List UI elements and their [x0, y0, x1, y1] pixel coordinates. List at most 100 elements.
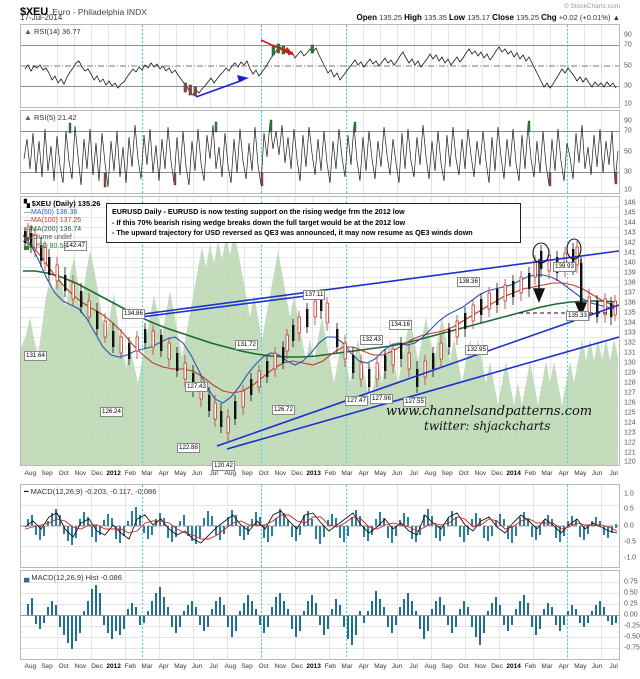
- macd-value: MACD(12,26,9) -0.203, -0.117, -0.086: [30, 487, 157, 496]
- x-axis-month-label: Apr: [558, 663, 569, 670]
- axis-tick: 124: [624, 419, 636, 427]
- price-label: 127.47: [345, 396, 368, 406]
- x-axis-month-label: Apr: [358, 663, 369, 670]
- price-label: 127.96: [370, 394, 393, 404]
- rsi14-plot: [21, 25, 619, 107]
- legend-ma50: —MA(50) 136.36: [24, 208, 78, 216]
- x-axis-top: Aug Sep Oct Nov Dec 2012 Feb Mar Apr May Jun Jul Aug…: [20, 468, 620, 482]
- x-axis-month-label: Nov: [274, 470, 287, 477]
- axis-tick: 121: [624, 449, 636, 457]
- x-axis-month-label: Jul: [209, 663, 218, 670]
- price-panel: ▚ $XEU (Daily) 135.26 —MA(50) 136.36 —MA…: [20, 196, 620, 466]
- rsi5-icon: ▲: [24, 113, 32, 122]
- rsi5-svg: [21, 111, 619, 193]
- x-axis-month-label: Dec: [91, 663, 103, 670]
- x-axis-month-label: Dec: [291, 470, 303, 477]
- price-label: 135.33: [566, 311, 589, 321]
- x-axis-month-label: Dec: [291, 663, 303, 670]
- x-axis-month-label: Feb: [524, 663, 536, 670]
- axis-tick: 145: [624, 209, 636, 217]
- axis-tick: 0.5: [624, 505, 634, 513]
- price-label: 126.72: [272, 405, 295, 415]
- x-axis-month-label: Sep: [441, 470, 453, 477]
- legend-ma200: —MA(200) 136.74: [24, 225, 82, 233]
- price-label: 134.86: [122, 309, 145, 319]
- chart-header: $XEU Euro - Philadelphia INDX 17-Jul-201…: [20, 2, 620, 24]
- price-label: 137.11: [303, 290, 326, 300]
- axis-tick: 120: [624, 458, 636, 466]
- macd-hist-panel: ▄ MACD(12,26,9) Hist -0.086: [20, 570, 620, 660]
- x-axis-month-label: Mar: [341, 470, 353, 477]
- axis-tick: 136: [624, 299, 636, 307]
- x-axis-month-label: Nov: [74, 470, 87, 477]
- axis-tick: 10: [624, 186, 632, 194]
- macd-label: ━ MACD(12,26,9) -0.203, -0.117, -0.086: [24, 487, 156, 496]
- x-axis-month-label: May: [174, 470, 187, 477]
- rsi14-axis: 90 70 50 30 10: [620, 24, 640, 108]
- axis-tick: 70: [624, 41, 632, 49]
- price-label: 126.24: [100, 407, 123, 417]
- macd-svg: [21, 485, 619, 567]
- axis-tick: 0.25: [624, 600, 638, 608]
- x-axis-month-label: Oct: [258, 470, 269, 477]
- macd-axis: 1.0 0.5 0.0 -0.5 -1.0: [620, 484, 640, 568]
- x-axis-month-label: Jun: [191, 663, 203, 670]
- macd-plot: [21, 485, 619, 567]
- rsi5-plot: [21, 111, 619, 193]
- axis-tick: 122: [624, 439, 636, 447]
- x-axis-year-label: 2012: [106, 470, 121, 477]
- x-axis-month-label: Jul: [609, 470, 618, 477]
- axis-tick: 50: [624, 148, 632, 156]
- legend-usd: ▄$USD 80.58: [24, 242, 68, 250]
- x-axis-month-label: May: [374, 470, 387, 477]
- axis-tick: 125: [624, 409, 636, 417]
- price-legend: ▚ $XEU (Daily) 135.26 —MA(50) 136.36 —MA…: [24, 199, 100, 252]
- price-label: 132.95: [465, 345, 488, 355]
- x-axis-month-label: Sep: [241, 470, 253, 477]
- annotation-line-3: - The upward trajectory for USD reversed…: [112, 228, 473, 237]
- price-label: 142.47: [64, 241, 87, 251]
- low-label: Low: [449, 13, 466, 22]
- axis-tick: 139: [624, 269, 636, 277]
- analysis-annotation: EURUSD Daily - EURUSD is now testing sup…: [106, 203, 521, 243]
- x-axis-month-label: Jul: [409, 663, 418, 670]
- x-axis-month-label: Jun: [391, 470, 403, 477]
- axis-tick: 90: [624, 117, 632, 125]
- axis-tick: 128: [624, 379, 636, 387]
- x-axis-year-label: 2014: [506, 470, 521, 477]
- axis-tick: 10: [624, 100, 632, 108]
- twitter-watermark: twitter: shjackcharts: [424, 419, 551, 433]
- axis-tick: 30: [624, 168, 632, 176]
- axis-tick: 0.75: [624, 578, 638, 586]
- usd-area: [21, 233, 618, 465]
- macd-histogram: [27, 507, 617, 545]
- x-axis-month-label: Sep: [241, 663, 253, 670]
- axis-tick: 141: [624, 249, 636, 257]
- axis-tick: 143: [624, 229, 636, 237]
- x-axis-bottom: Aug Sep Oct Nov Dec 2012 Feb Mar Apr May Jun Jul Aug…: [20, 661, 620, 675]
- x-axis-month-label: Nov: [274, 663, 287, 670]
- x-axis-month-label: Feb: [324, 663, 336, 670]
- rsi5-axis: 90 70 50 30 10: [620, 110, 640, 194]
- high-label: High: [404, 13, 422, 22]
- rsi14-svg: [21, 25, 619, 107]
- stockcharts-watermark: © StockCharts.com: [563, 3, 620, 10]
- macd-hist-label: ▄ MACD(12,26,9) Hist -0.086: [24, 573, 122, 582]
- highlight-ellipse: [532, 242, 550, 264]
- axis-tick: -0.50: [624, 633, 640, 641]
- x-axis-month-label: Jun: [591, 470, 603, 477]
- x-axis-month-label: May: [574, 470, 587, 477]
- axis-tick: 137: [624, 289, 636, 297]
- axis-tick: 138: [624, 279, 636, 287]
- ma50-line: [22, 234, 618, 404]
- site-watermark: www.channelsandpatterns.com: [386, 404, 593, 419]
- x-axis-month-label: Apr: [158, 663, 169, 670]
- x-axis-month-label: Feb: [124, 470, 136, 477]
- symbol-description: Euro - Philadelphia INDX: [52, 7, 147, 17]
- quote-bar: Open 135.25 High 135.35 Low 135.17 Close…: [357, 13, 620, 22]
- macd-icon: ━: [24, 487, 29, 496]
- price-label: 138.36: [457, 277, 480, 287]
- axis-tick: 140: [624, 259, 636, 267]
- x-axis-month-label: Aug: [224, 663, 237, 670]
- macd-hist-axis: 0.75 0.50 0.25 0.00 -0.25 -0.50 -0.75: [620, 570, 640, 660]
